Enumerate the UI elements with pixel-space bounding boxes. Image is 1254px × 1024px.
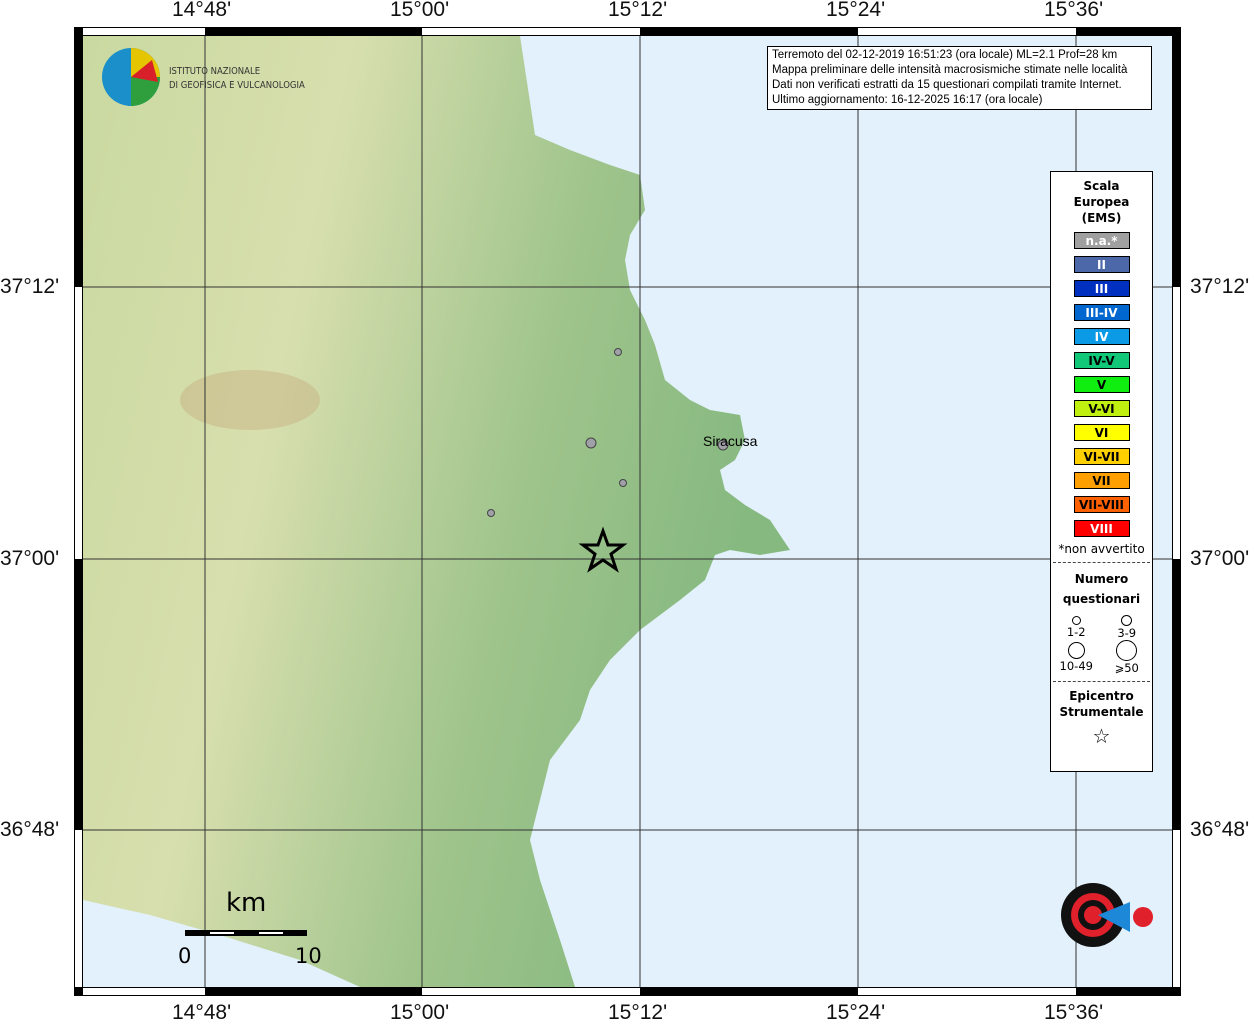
legend-title: Scala: [1083, 179, 1120, 193]
marker-na: [619, 479, 627, 487]
divider: [1053, 562, 1150, 563]
intensity-swatch: n.a.*: [1073, 232, 1130, 249]
intensity-swatch: III: [1073, 280, 1130, 297]
ingv-logo-icon: [102, 48, 160, 106]
land: [83, 36, 790, 987]
info-line: Terremoto del 02-12-2019 16:51:23 (ora l…: [772, 49, 1118, 61]
intensity-swatch: V: [1073, 376, 1130, 393]
size-xlarge: ⩾50: [1102, 640, 1153, 675]
place-label: Siracusa: [703, 433, 758, 449]
size-small: 1-2: [1051, 613, 1102, 640]
intensity-swatch: V-VI: [1073, 400, 1130, 417]
lon-tick: 15°24': [826, 0, 886, 21]
lon-tick: 15°12': [608, 0, 668, 21]
info-line: Mappa preliminare delle intensità macros…: [772, 64, 1128, 76]
highland: [180, 370, 320, 430]
lon-tick: 15°00': [390, 0, 450, 21]
ingv-line2: DI GEOFISICA E VULCANOLOGIA: [169, 80, 305, 91]
info-line: Dati non verificati estratti da 15 quest…: [772, 79, 1122, 91]
marker-na: [717, 439, 729, 451]
intensity-swatch: VII: [1073, 472, 1130, 489]
epicenter-title: Epicentro: [1069, 689, 1134, 703]
divider: [1053, 681, 1150, 682]
intensity-scale: n.a.* II III III-IV IV IV-V V V-VI VI VI-VII VII VI…: [1051, 232, 1152, 537]
marker-na: [585, 437, 597, 449]
frame-ticks: [75, 28, 1180, 995]
info-line: Ultimo aggiornamento: 16-12-2025 16:17 (…: [772, 94, 1043, 106]
intensity-swatch: VII-VIII: [1073, 496, 1130, 513]
legend-title: (EMS): [1081, 211, 1122, 225]
lon-tick: 15°36': [1044, 1001, 1104, 1024]
marker-na: [487, 509, 495, 517]
intensity-swatch: II: [1073, 256, 1130, 273]
lon-tick: 15°00': [390, 1001, 450, 1024]
intensity-markers: [487, 348, 729, 517]
lon-tick: 15°36': [1044, 0, 1104, 21]
lat-tick: 37°00': [0, 547, 60, 570]
legend: Scala Europea (EMS) n.a.* II III III-IV IV IV…: [1050, 171, 1153, 772]
lat-tick: 37°00': [1190, 547, 1250, 570]
epicenter-title: Strumentale: [1059, 705, 1144, 719]
scale-unit: km: [226, 888, 267, 918]
legend-note: *non avvertito: [1058, 542, 1145, 556]
hsit-logo-icon: [1061, 883, 1153, 947]
size-medium: 3-9: [1102, 613, 1153, 640]
scale-bar: [185, 930, 307, 936]
scale-end: 10: [295, 944, 322, 968]
intensity-swatch: IV: [1073, 328, 1130, 345]
intensity-swatch: IV-V: [1073, 352, 1130, 369]
ingv-logo-text: ISTITUTO NAZIONALE DI GEOFISICA E VULCAN…: [169, 65, 305, 93]
scale-start: 0: [178, 944, 192, 968]
lon-tick: 15°12': [608, 1001, 668, 1024]
lon-tick: 15°24': [826, 1001, 886, 1024]
lat-tick: 36°48': [0, 818, 60, 841]
lon-tick: 14°48': [172, 1001, 232, 1024]
marker-na: [614, 348, 622, 356]
lat-tick: 37°12': [1190, 275, 1250, 298]
size-large: 10-49: [1051, 642, 1102, 675]
epicenter-star-icon: [578, 526, 628, 573]
count-title: Numero: [1074, 572, 1129, 586]
ingv-line1: ISTITUTO NAZIONALE: [169, 66, 261, 77]
intensity-swatch: VIII: [1073, 520, 1130, 537]
lat-tick: 36°48': [1190, 818, 1250, 841]
intensity-swatch: III-IV: [1073, 304, 1130, 321]
lon-tick: 14°48': [172, 0, 232, 21]
star-icon: ☆: [1092, 724, 1111, 748]
count-sizes: 1-2 3-9 10-49 ⩾50: [1051, 613, 1152, 675]
lat-tick: 37°12': [0, 275, 60, 298]
intensity-swatch: VI-VII: [1073, 448, 1130, 465]
count-title: questionari: [1062, 592, 1141, 606]
event-info-box: Terremoto del 02-12-2019 16:51:23 (ora l…: [767, 46, 1152, 110]
intensity-swatch: VI: [1073, 424, 1130, 441]
legend-title: Europea: [1073, 195, 1130, 209]
